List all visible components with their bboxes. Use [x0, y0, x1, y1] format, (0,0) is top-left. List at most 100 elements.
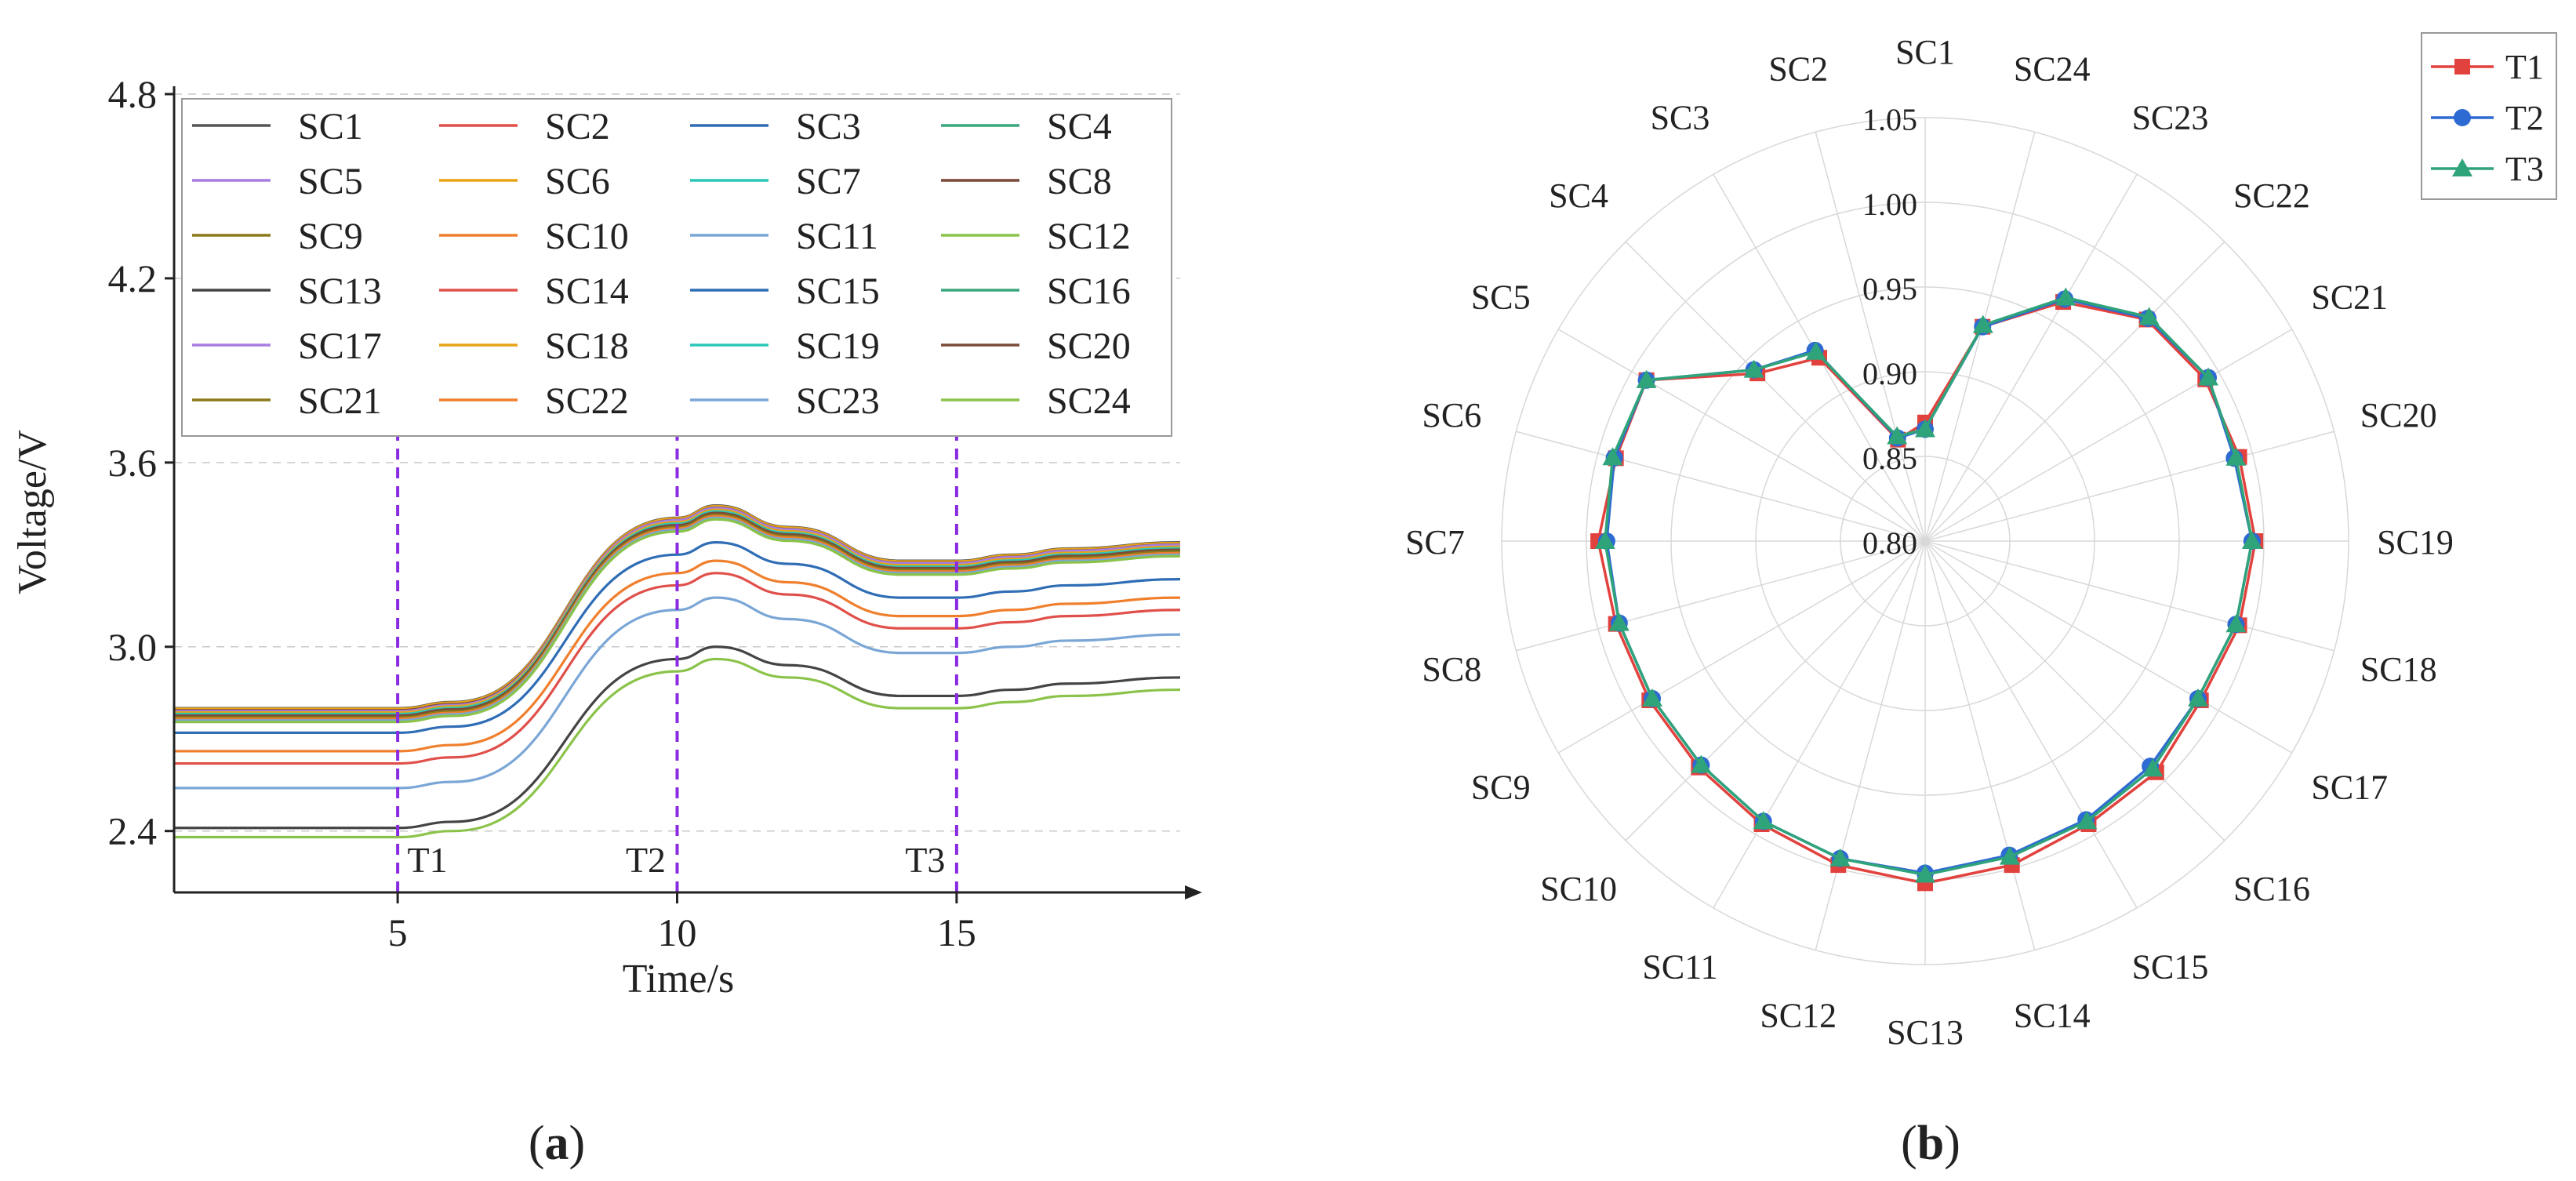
b-category-label-sc12: SC12 [1760, 997, 1837, 1035]
b-point-t3 [2225, 614, 2247, 633]
a-tick-labels: 2.4 3.0 3.6 4.2 4.8 5 10 15 [108, 72, 976, 954]
b-category-label-sc16: SC16 [2233, 870, 2310, 908]
b-spoke [1924, 241, 2225, 542]
b-point-t3 [2076, 811, 2098, 830]
a-series-line-sc13 [173, 645, 1181, 830]
b-category-label-sc21: SC21 [2311, 278, 2388, 317]
a-x-axis-arrow [1185, 885, 1202, 899]
a-series-line-sc10 [174, 559, 1181, 753]
a-legend-label-sc4: SC4 [1047, 106, 1112, 147]
b-point-t3 [1743, 359, 1764, 378]
caption-a: (a) [529, 1117, 585, 1170]
panel-a-line-chart: T1 T2 T3 2.4 3.0 3.6 4.2 4.8 5 10 15 SC1 SC2 SC3 SC4… [10, 72, 1202, 1001]
b-category-label-sc8: SC8 [1422, 650, 1481, 689]
caption-a-letter: a [545, 1117, 569, 1170]
b-spoke [1924, 540, 2334, 652]
a-legend-label-sc20: SC20 [1047, 325, 1131, 367]
b-point-t3 [1691, 754, 1712, 773]
b-point-t3 [1805, 341, 1826, 360]
b-series-line-t2 [1605, 297, 2254, 875]
b-point-t3 [1887, 426, 1908, 445]
b-spoke [1924, 540, 2138, 909]
a-legend-label-sc12: SC12 [1047, 216, 1131, 257]
b-category-label-sc22: SC22 [2233, 176, 2310, 215]
a-legend-label-sc6: SC6 [545, 161, 610, 202]
a-legend-label-sc9: SC9 [298, 216, 363, 257]
b-spoke [1924, 329, 2293, 542]
b-category-label-sc15: SC15 [2132, 947, 2209, 986]
panel-b-radar-chart: 0.80 0.85 0.90 0.95 1.00 1.05 SC1 SC24 SC23 SC22… [1405, 32, 2557, 1052]
a-legend-label-sc22: SC22 [545, 380, 629, 422]
b-radial-tick-label: 0.95 [1862, 271, 1917, 307]
b-point-t3 [1915, 864, 1935, 883]
b-legend-marker-t3 [2452, 158, 2472, 176]
b-spoke [1557, 540, 1926, 754]
a-y-tick-label: 2.4 [108, 809, 158, 853]
b-spoke [1924, 540, 2293, 754]
b-category-label-sc7: SC7 [1405, 523, 1465, 561]
a-legend-label-sc2: SC2 [545, 106, 610, 147]
a-y-tick-label: 3.0 [108, 625, 158, 669]
a-legend-label-sc10: SC10 [545, 216, 629, 257]
a-y-tick-label: 3.6 [108, 441, 158, 485]
b-point-t3 [1602, 447, 1623, 466]
b-polar-grid [1501, 117, 2349, 965]
b-point-t3 [2187, 688, 2208, 707]
a-series-line-sc21 [174, 513, 1181, 719]
a-legend-label-sc1: SC1 [298, 106, 363, 147]
b-spoke [1516, 431, 1926, 542]
a-series-lines [173, 504, 1181, 839]
b-point-t3 [2142, 758, 2164, 777]
b-point-t3 [1753, 811, 1774, 830]
b-category-label-sc3: SC3 [1651, 99, 1710, 137]
b-category-labels: SC1 SC24 SC23 SC22 SC21 SC20 SC19 SC18 SC17 SC16 S… [1405, 33, 2454, 1052]
a-marker-label-t3: T3 [905, 840, 945, 880]
b-point-t3 [2055, 287, 2076, 306]
a-legend-label-sc8: SC8 [1047, 161, 1112, 202]
a-legend-label-sc16: SC16 [1047, 271, 1131, 312]
b-series-line-t3 [1604, 296, 2254, 877]
a-y-axis-label: Voltage/V [10, 430, 55, 594]
a-legend-label-sc19: SC19 [796, 325, 880, 367]
b-point-t3 [2241, 531, 2262, 549]
a-series-line-sc22 [174, 514, 1181, 721]
a-legend-label-sc24: SC24 [1047, 380, 1131, 422]
a-legend-label-sc5: SC5 [298, 161, 363, 202]
b-spoke [1557, 329, 1926, 542]
b-category-label-sc2: SC2 [1768, 49, 1828, 88]
b-spoke [1625, 241, 1926, 542]
b-radial-tick-label: 1.00 [1862, 187, 1917, 222]
b-spoke [1625, 540, 1926, 841]
a-legend-label-sc21: SC21 [298, 380, 382, 422]
svg-text:(a): (a) [529, 1117, 585, 1170]
a-series-line-sc24 [174, 518, 1181, 724]
a-marker-label-t2: T2 [626, 840, 666, 880]
b-category-label-sc14: SC14 [2014, 997, 2091, 1035]
a-series-line-sc12 [173, 657, 1181, 839]
b-point-t3 [2138, 307, 2160, 325]
b-category-label-sc18: SC18 [2360, 650, 2437, 689]
b-radial-tick-label: 0.80 [1862, 525, 1917, 561]
a-legend-label-sc11: SC11 [796, 216, 878, 257]
b-point-t3 [1608, 612, 1630, 631]
b-spoke [1924, 540, 2225, 841]
a-marker-label-t1: T1 [408, 840, 448, 880]
b-point-t3 [2198, 367, 2219, 386]
a-x-tick-label: 5 [388, 910, 408, 954]
a-series-line-sc6 [174, 504, 1181, 710]
b-category-label-sc6: SC6 [1422, 396, 1481, 434]
b-spoke [1924, 431, 2334, 542]
b-legend-label-t2: T2 [2505, 99, 2544, 137]
a-series-line-sc19 [173, 510, 1181, 716]
b-point-t3 [1594, 531, 1615, 549]
a-series-line-sc11 [174, 596, 1181, 790]
b-radial-tick-label: 0.90 [1862, 356, 1917, 391]
b-category-label-sc5: SC5 [1471, 278, 1531, 317]
a-series-line-sc18 [174, 508, 1181, 714]
a-legend-label-sc13: SC13 [298, 271, 382, 312]
a-x-axis-label: Time/s [623, 957, 735, 1001]
a-legend-label-sc18: SC18 [545, 325, 629, 367]
a-y-tick-label: 4.8 [108, 72, 158, 116]
a-series-line-sc23 [174, 516, 1181, 722]
